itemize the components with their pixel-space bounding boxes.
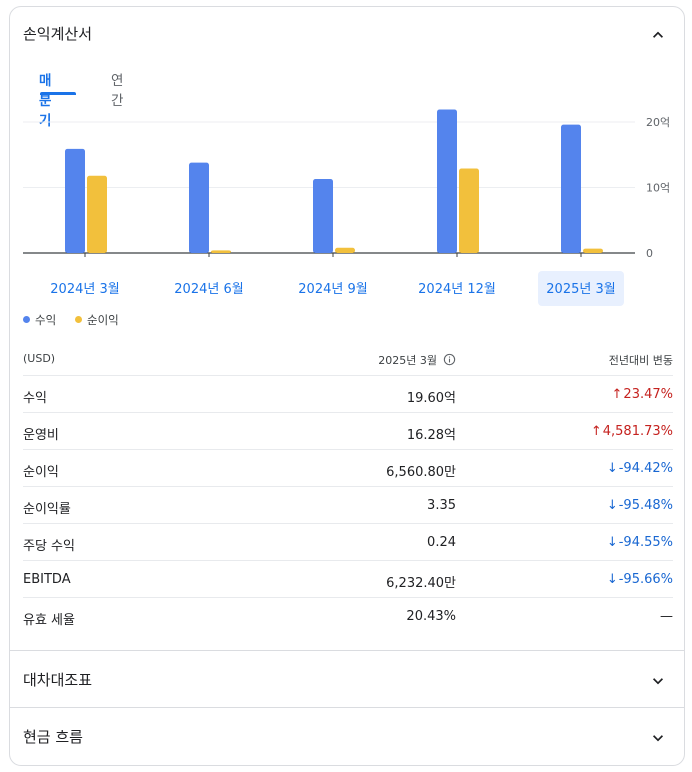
metric-label: 순이익률	[23, 502, 71, 517]
selected-period-highlight	[538, 271, 624, 306]
income-statement-header[interactable]: 손익계산서	[10, 7, 684, 63]
table-body: 수익 19.60억 ↑23.47% 운영비 16.28억 ↑4,581.73% 순이익 6,5…	[23, 376, 673, 635]
arrow-down-icon: ↓	[606, 535, 618, 550]
table-row: 주당 수익 0.24 ↓-94.55%	[23, 524, 673, 561]
metric-value: 16.28억	[406, 428, 456, 443]
balance-sheet-header[interactable]: 대차대조표	[10, 651, 684, 707]
x-tick-label: 2024년 12월	[418, 282, 496, 297]
tab-active-indicator	[40, 92, 76, 95]
chevron-up-icon[interactable]	[648, 25, 668, 45]
revenue-bar	[561, 124, 581, 254]
revenue-bar	[437, 109, 457, 254]
net-income-bar	[335, 247, 355, 253]
metric-change-value: -95.66%	[618, 572, 673, 587]
table-row: 유효 세율 20.43% —	[23, 598, 673, 635]
arrow-up-icon: ↑	[611, 387, 623, 402]
unit-label: (USD)	[23, 352, 56, 365]
balance-sheet-title: 대차대조표	[23, 671, 93, 689]
income-statement-title: 손익계산서	[23, 25, 93, 43]
net-income-bar	[459, 168, 479, 253]
metric-change-value: -95.48%	[618, 498, 673, 513]
net-income-bar	[583, 248, 603, 253]
metric-change-value: —	[660, 609, 673, 624]
x-tick-label: 2025년 3월	[546, 282, 615, 297]
income-table: (USD) 2025년 3월 전년대비 변동 수익 19.60억 ↑23.47% 운영…	[23, 340, 673, 635]
arrow-down-icon: ↓	[606, 498, 618, 513]
metric-change-value: -94.55%	[618, 535, 673, 550]
chevron-down-icon[interactable]	[648, 728, 668, 748]
legend-revenue: 수익	[23, 312, 56, 328]
cash-flow-header[interactable]: 현금 흐름	[10, 708, 684, 764]
arrow-down-icon: ↓	[606, 572, 618, 587]
x-tick-label: 2024년 3월	[50, 282, 119, 297]
metric-change-value: -94.42%	[618, 461, 673, 476]
y-tick-label: 10억	[646, 182, 670, 195]
section-divider	[10, 650, 684, 651]
x-tick-label: 2024년 9월	[298, 282, 367, 297]
section-divider	[10, 707, 684, 708]
financials-card: 손익계산서 매분기 연간 0 10억 20억 2024년 3월 2024년 6월 2024…	[9, 6, 685, 766]
legend-net-income: 순이익	[75, 312, 119, 328]
period-header: 2025년 3월	[378, 352, 456, 368]
y-tick-label: 0	[646, 247, 653, 260]
metric-value: 3.35	[427, 498, 456, 513]
metric-change: ↓-95.48%	[607, 498, 673, 513]
metric-value: 6,560.80만	[386, 465, 456, 480]
metric-change: ↓-94.42%	[607, 461, 673, 476]
metric-change-value: 4,581.73%	[602, 424, 673, 439]
metric-value: 19.60억	[406, 391, 456, 406]
metric-label: 유효 세율	[23, 613, 75, 628]
metric-label: EBITDA	[23, 572, 71, 587]
metric-change: ↑4,581.73%	[591, 424, 673, 439]
metric-label: 주당 수익	[23, 539, 75, 554]
table-row: 운영비 16.28억 ↑4,581.73%	[23, 413, 673, 450]
arrow-down-icon: ↓	[606, 461, 618, 476]
metric-label: 수익	[23, 391, 47, 406]
x-tick-label: 2024년 6월	[174, 282, 243, 297]
revenue-bar	[313, 178, 333, 253]
metric-value: 6,232.40만	[386, 576, 456, 591]
legend-revenue-swatch	[23, 316, 30, 323]
legend-net-income-swatch	[75, 316, 82, 323]
metric-change: ↑23.47%	[612, 387, 673, 402]
metric-change-value: 23.47%	[623, 387, 673, 402]
metric-change: ↓-94.55%	[607, 535, 673, 550]
table-header: (USD) 2025년 3월 전년대비 변동	[23, 340, 673, 376]
revenue-bar	[189, 162, 209, 253]
income-bar-chart: 0 10억 20억 2024년 3월 2024년 6월 2024년 9월 2024년 12월…	[23, 109, 670, 306]
tab-quarterly[interactable]: 매분기	[39, 73, 52, 129]
metric-label: 순이익	[23, 465, 59, 480]
metric-label: 운영비	[23, 428, 59, 443]
table-row: EBITDA 6,232.40만 ↓-95.66%	[23, 561, 673, 598]
net-income-bar	[87, 175, 107, 253]
cash-flow-title: 현금 흐름	[23, 728, 83, 746]
metric-value: 0.24	[427, 535, 456, 550]
table-row: 순이익률 3.35 ↓-95.48%	[23, 487, 673, 524]
info-icon[interactable]	[443, 353, 456, 366]
chevron-down-icon[interactable]	[648, 671, 668, 691]
metric-value: 20.43%	[406, 609, 456, 624]
metric-change: —	[660, 609, 673, 624]
tab-annual[interactable]: 연간	[111, 73, 124, 109]
table-row: 수익 19.60억 ↑23.47%	[23, 376, 673, 413]
net-income-bar	[211, 250, 231, 253]
table-row: 순이익 6,560.80만 ↓-94.42%	[23, 450, 673, 487]
change-header: 전년대비 변동	[608, 354, 673, 367]
arrow-up-icon: ↑	[590, 424, 602, 439]
metric-change: ↓-95.66%	[607, 572, 673, 587]
y-tick-label: 20억	[646, 116, 670, 129]
revenue-bar	[65, 148, 85, 253]
